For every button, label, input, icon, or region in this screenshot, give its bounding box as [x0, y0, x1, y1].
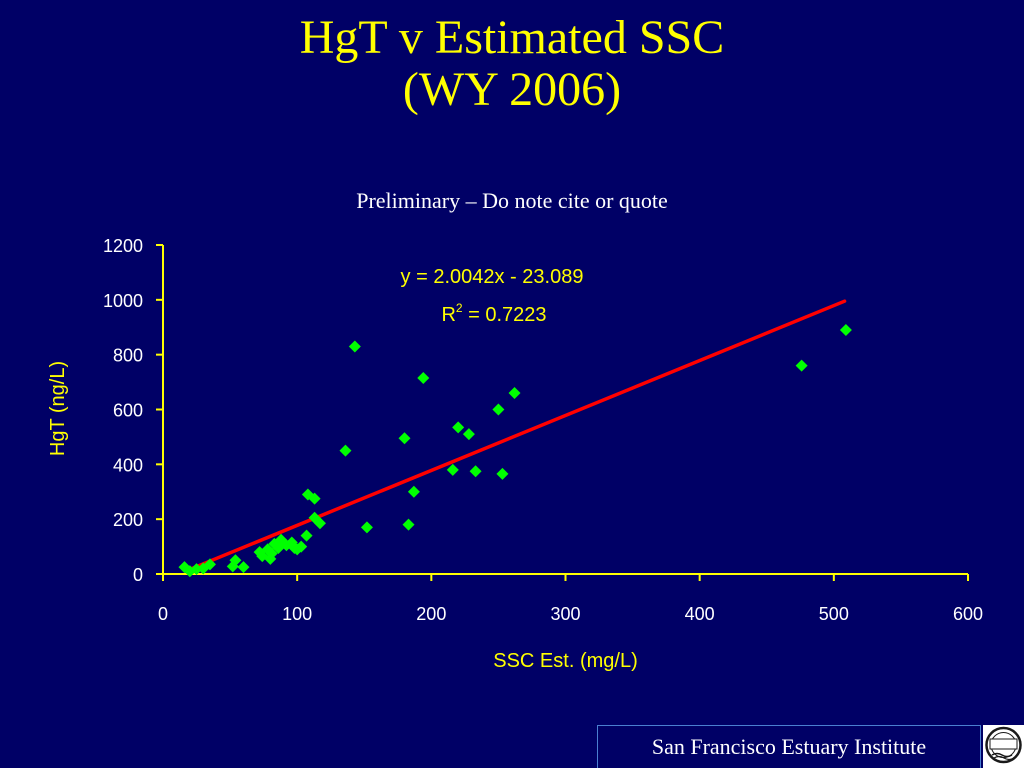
- axis-labels: SSC Est. (mg/L) HgT (ng/L): [47, 361, 638, 672]
- footer-institute-name: San Francisco Estuary Institute: [597, 725, 981, 768]
- data-point: [190, 563, 203, 576]
- data-point: [462, 428, 475, 441]
- title-line-2: (WY 2006): [402, 63, 622, 116]
- data-point: [300, 529, 313, 542]
- data-point: [417, 371, 430, 384]
- x-tick-label: 0: [158, 604, 168, 624]
- y-tick-label: 200: [113, 510, 143, 530]
- slide-subtitle: Preliminary – Do note cite or quote: [356, 188, 668, 213]
- data-points: [178, 323, 852, 578]
- data-point: [402, 518, 415, 531]
- y-axis-label: HgT (ng/L): [47, 361, 69, 456]
- y-tick-label: 0: [133, 565, 143, 585]
- data-point: [308, 492, 321, 505]
- y-tick-label: 600: [113, 401, 143, 421]
- x-tick-label: 500: [819, 604, 849, 624]
- data-point: [360, 521, 373, 534]
- y-tick-label: 1000: [103, 291, 143, 311]
- data-point: [407, 485, 420, 498]
- data-point: [839, 323, 852, 336]
- axes: 0 200 400 600 800 1000 1200 0 100 200 300 400 500 600: [103, 236, 983, 624]
- data-point: [348, 340, 361, 353]
- r-squared-exponent: 2: [456, 301, 463, 315]
- data-point: [446, 463, 459, 476]
- sfei-logo-icon: [985, 726, 1022, 764]
- data-point: [229, 554, 242, 567]
- y-tick-label: 800: [113, 346, 143, 366]
- trendline: [185, 299, 847, 573]
- x-tick-label: 400: [685, 604, 715, 624]
- x-tick-label: 200: [416, 604, 446, 624]
- data-point: [295, 540, 308, 553]
- r-squared-label: R2 = 0.7223: [441, 301, 546, 326]
- x-tick-label: 600: [953, 604, 983, 624]
- data-point: [339, 444, 352, 457]
- data-point: [452, 421, 465, 434]
- data-point: [492, 403, 505, 416]
- data-point: [313, 517, 326, 530]
- data-point: [237, 561, 250, 574]
- data-point: [265, 547, 278, 560]
- data-point: [508, 387, 521, 400]
- title-line-1: HgT v Estimated SSC: [299, 11, 725, 64]
- x-tick-label: 100: [282, 604, 312, 624]
- data-point: [398, 432, 411, 445]
- x-tick-label: 300: [550, 604, 580, 624]
- r-squared-value: = 0.7223: [463, 304, 547, 326]
- slide-title: HgT v Estimated SSC (WY 2006): [0, 12, 1024, 116]
- data-point: [496, 467, 509, 480]
- y-tick-label: 1200: [103, 236, 143, 256]
- x-axis-label: SSC Est. (mg/L): [493, 650, 637, 672]
- trendline-layer: [185, 299, 847, 573]
- data-point: [203, 558, 216, 571]
- data-point: [469, 465, 482, 478]
- r-squared-prefix: R: [441, 304, 455, 326]
- trendline-equation: y = 2.0042x - 23.089: [401, 266, 584, 288]
- y-tick-label: 400: [113, 455, 143, 475]
- data-point: [795, 359, 808, 372]
- sfei-logo: [983, 725, 1024, 768]
